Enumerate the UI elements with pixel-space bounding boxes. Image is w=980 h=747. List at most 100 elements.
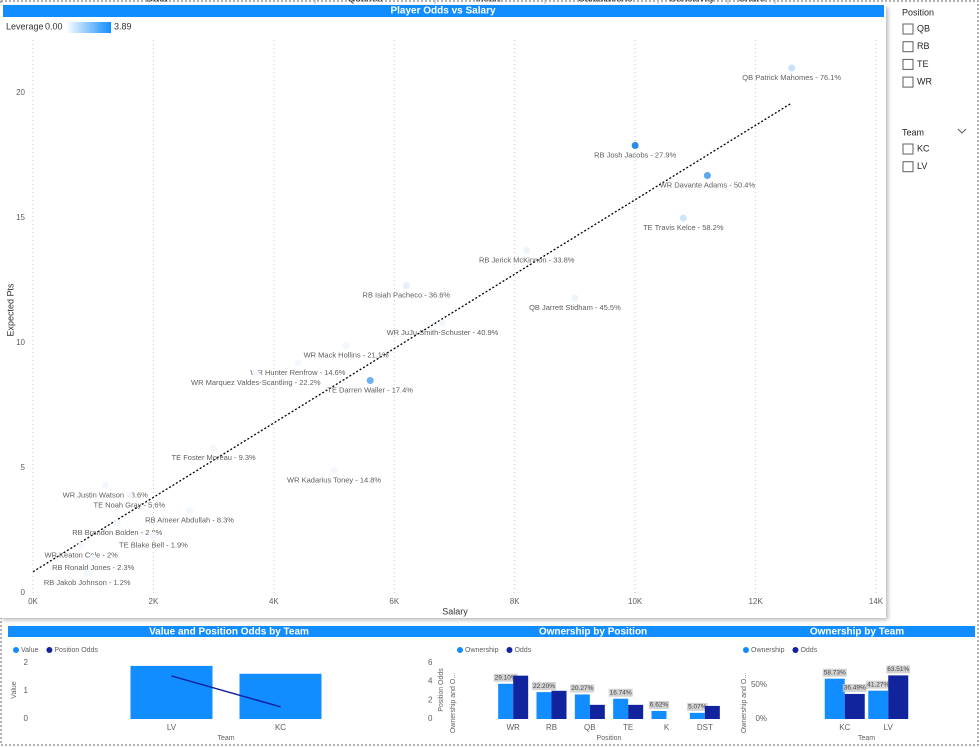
point[interactable] (252, 369, 260, 377)
point[interactable] (679, 214, 687, 222)
point[interactable] (83, 569, 91, 577)
legend-marker[interactable] (506, 647, 513, 653)
point-label: RB Jakob Johnson - 1.2% (44, 578, 131, 587)
point[interactable] (571, 294, 579, 302)
chart-title: Value and Position Odds by Team (149, 627, 309, 638)
bar[interactable] (868, 690, 889, 719)
bar[interactable] (130, 665, 213, 719)
point[interactable] (294, 359, 302, 367)
point[interactable] (342, 342, 350, 349)
ribbon-tab[interactable]: Sensitivity (669, 0, 714, 5)
y-axis-title: Ownership and O... (450, 673, 457, 733)
point[interactable] (523, 247, 531, 254)
point[interactable] (77, 542, 85, 549)
point-label: WR JuJu Smith-Schuster - 40.9% (387, 328, 499, 337)
bar[interactable] (651, 710, 667, 719)
point[interactable] (186, 507, 194, 514)
legend-marker[interactable] (457, 647, 463, 653)
point[interactable] (210, 444, 218, 452)
slicer-title: Team (902, 127, 924, 137)
point-label: WR Keaton Cole - 2% (44, 550, 118, 559)
bar[interactable] (689, 712, 705, 719)
bar[interactable] (551, 690, 567, 719)
ribbon-tab[interactable]: Insert (475, 0, 500, 5)
point[interactable] (788, 64, 796, 72)
x-tick-label: 8K (510, 597, 520, 606)
bar[interactable] (498, 683, 514, 719)
slicer-item[interactable]: WR (917, 76, 932, 86)
ribbon-tab[interactable]: Share (739, 0, 766, 5)
y-axis-title: Expected Pts (5, 283, 15, 337)
point[interactable] (149, 532, 157, 539)
x-tick-label: KC (275, 723, 286, 732)
y-tick-label: 0% (755, 714, 767, 723)
point[interactable] (438, 319, 446, 327)
point-label: TE Blake Bell - 1.9% (119, 540, 188, 549)
checkbox[interactable] (902, 58, 914, 70)
scatter-panel (0, 5, 886, 618)
bar[interactable] (628, 704, 644, 719)
point[interactable] (402, 282, 410, 289)
bar[interactable] (589, 704, 605, 719)
legend-label[interactable]: Position Odds (54, 647, 98, 654)
point[interactable] (330, 467, 338, 474)
point[interactable] (89, 554, 97, 562)
legend-title: Leverage (6, 21, 44, 31)
y-tick-label: 2 (24, 658, 29, 667)
slicer-item[interactable]: LV (917, 161, 927, 171)
value-label: 5.07% (688, 704, 707, 711)
bar[interactable] (704, 705, 720, 719)
point-label: WR Kadarius Toney - 14.8% (287, 475, 381, 484)
value-label-bg (842, 683, 867, 692)
checkbox[interactable] (902, 41, 914, 53)
ribbon-tab[interactable]: Data (146, 0, 168, 5)
y2-tick-label: 4 (428, 677, 433, 686)
legend-label[interactable]: Ownership (465, 647, 499, 654)
legend-label[interactable]: Odds (800, 647, 817, 654)
checkbox[interactable] (902, 161, 914, 173)
y2-tick-label: 6 (428, 658, 433, 667)
legend-marker[interactable] (792, 647, 799, 653)
checkbox[interactable] (902, 23, 914, 35)
bar[interactable] (613, 698, 629, 719)
legend-label[interactable]: Ownership (751, 647, 785, 654)
slicer-item[interactable]: KC (917, 143, 930, 153)
value-label: 16.74% (610, 689, 632, 696)
title-bar (3, 5, 884, 17)
point-label: WR Marquez Valdes-Scantling - 22.2% (191, 378, 321, 387)
value-label: 29.10% (495, 674, 517, 681)
bar[interactable] (574, 694, 590, 719)
point[interactable] (101, 482, 109, 489)
y-tick-label: 5 (21, 463, 26, 472)
value-label: 63.51% (887, 666, 909, 673)
x-tick-label: DST (697, 723, 713, 732)
legend-label[interactable]: Value (21, 647, 38, 654)
bar[interactable] (536, 692, 552, 719)
bar[interactable] (824, 678, 845, 719)
legend-marker[interactable] (46, 647, 53, 653)
slicer-item[interactable]: QB (917, 23, 930, 33)
ribbon-tab[interactable]: Queries (347, 0, 382, 5)
point[interactable] (113, 519, 121, 527)
point[interactable] (125, 492, 133, 499)
bar[interactable] (513, 675, 529, 719)
slicer-title: Position (902, 7, 934, 17)
y-tick-label: 1 (24, 686, 29, 695)
legend-label[interactable]: Odds (514, 647, 531, 654)
point[interactable] (366, 377, 374, 384)
bar[interactable] (888, 675, 909, 719)
slicer-item[interactable]: RB (917, 41, 930, 51)
ribbon-tab[interactable]: Calculations (578, 0, 632, 5)
legend-marker[interactable] (743, 647, 749, 653)
x-tick-label: K (664, 723, 670, 732)
bar[interactable] (844, 693, 865, 719)
value-label: 36.49% (844, 685, 866, 692)
point[interactable] (703, 172, 711, 179)
legend-marker[interactable] (13, 647, 19, 653)
checkbox[interactable] (902, 143, 914, 155)
slicer-item[interactable]: TE (917, 59, 929, 69)
dropdown-chevron[interactable] (957, 128, 967, 134)
checkbox[interactable] (902, 76, 914, 88)
bar[interactable] (239, 673, 322, 719)
point[interactable] (631, 142, 639, 149)
